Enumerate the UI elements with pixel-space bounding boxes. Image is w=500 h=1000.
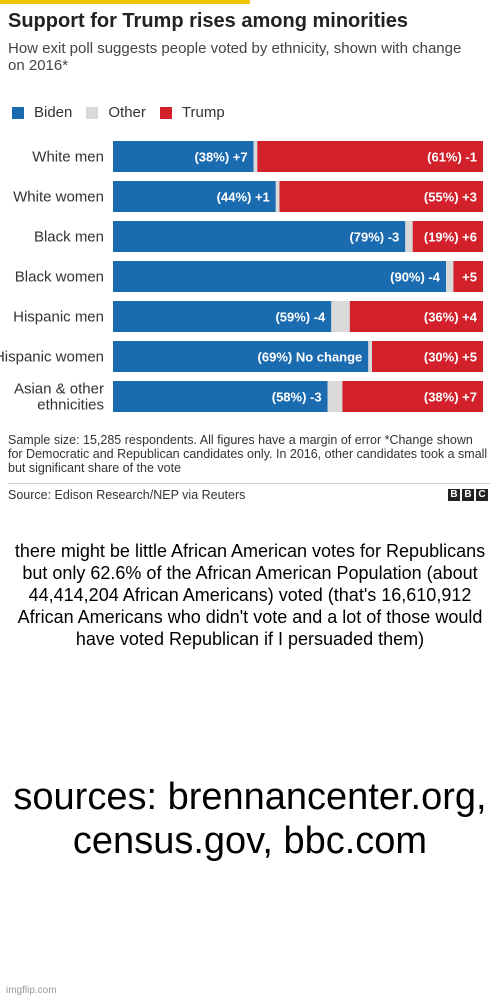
data-label-trump-hispanic-men: (36%) +4 <box>424 310 478 325</box>
bar-trump-white-men <box>257 141 483 172</box>
category-label-white-men: White men <box>32 149 104 166</box>
bar-other-black-men <box>405 221 413 252</box>
bar-trump-hispanic-women <box>372 341 483 372</box>
chart-source: Source: Edison Research/NEP via Reuters <box>8 488 246 502</box>
bar-other-black-women <box>446 261 454 292</box>
data-label-biden-black-men: (79%) -3 <box>349 230 399 245</box>
data-label-trump-black-women: +5 <box>462 270 477 285</box>
watermark: imgflip.com <box>6 985 57 996</box>
legend-item-biden: Biden <box>12 104 72 121</box>
category-label-asian-other-ethnicities: ethnicities <box>37 397 104 414</box>
chart-notes: Sample size: 15,285 respondents. All fig… <box>8 433 488 475</box>
chart-legend: Biden Other Trump <box>12 104 239 121</box>
bar-other-white-men <box>253 141 258 172</box>
meme-sources: sources: brennancenter.org, census.gov, … <box>13 776 487 862</box>
bar-other-asian-other-ethnicities <box>327 381 343 412</box>
data-label-biden-white-men: (38%) +7 <box>194 150 247 165</box>
bar-biden-asian-other-ethnicities <box>113 381 328 412</box>
data-label-trump-hispanic-women: (30%) +5 <box>424 350 477 365</box>
category-label-hispanic-women: Hispanic women <box>0 349 104 366</box>
category-label-asian-other-ethnicities: Asian & other <box>14 381 104 398</box>
bar-trump-black-women <box>453 261 483 292</box>
bar-biden-black-women <box>113 261 446 292</box>
data-label-biden-hispanic-men: (59%) -4 <box>275 310 326 325</box>
legend-swatch-other <box>86 106 99 119</box>
bar-biden-white-men <box>113 141 254 172</box>
stacked-bar-chart: White men (38%) +7 (61%) -1 White women (44%… <box>0 141 483 414</box>
category-label-black-women: Black women <box>15 269 104 286</box>
legend-label-trump: Trump <box>181 104 225 121</box>
accent-line <box>0 0 250 4</box>
divider <box>8 483 490 484</box>
bar-trump-white-women <box>279 181 483 212</box>
data-label-biden-white-women: (44%) +1 <box>217 190 270 205</box>
bar-biden-black-men <box>113 221 406 252</box>
bar-biden-hispanic-men <box>113 301 332 332</box>
bar-other-white-women <box>275 181 280 212</box>
legend-item-trump: Trump <box>159 104 225 121</box>
bar-trump-black-men <box>412 221 483 252</box>
category-label-white-women: White women <box>13 189 104 206</box>
chart-title: Support for Trump rises among minorities <box>8 10 409 32</box>
legend-label-biden: Biden <box>34 104 73 121</box>
bar-trump-hispanic-men <box>349 301 483 332</box>
data-label-trump-black-men: (19%) +6 <box>424 230 477 245</box>
category-label-black-men: Black men <box>34 229 104 246</box>
meme-caption: there might be little African American v… <box>14 541 486 649</box>
data-label-biden-black-women: (90%) -4 <box>390 270 441 285</box>
data-label-trump-white-men: (61%) -1 <box>427 150 477 165</box>
data-label-trump-asian-other-ethnicities: (38%) +7 <box>424 390 477 405</box>
bar-other-hispanic-women <box>368 341 372 372</box>
bbc-logo-letter: C <box>476 489 488 501</box>
legend-label-other: Other <box>108 104 146 121</box>
bar-biden-hispanic-women <box>113 341 369 372</box>
bbc-logo-letter: B <box>462 489 474 501</box>
legend-item-other: Other <box>86 104 146 121</box>
bbc-logo-letter: B <box>448 489 460 501</box>
bar-other-hispanic-men <box>331 301 350 332</box>
bar-biden-white-women <box>113 181 276 212</box>
bar-trump-asian-other-ethnicities <box>342 381 483 412</box>
data-label-biden-asian-other-ethnicities: (58%) -3 <box>272 390 322 405</box>
data-label-trump-white-women: (55%) +3 <box>424 190 477 205</box>
legend-swatch-biden <box>12 106 24 119</box>
bbc-logo: B B C <box>446 489 488 501</box>
data-label-biden-hispanic-women: (69%) No change <box>258 350 363 365</box>
category-label-hispanic-men: Hispanic men <box>13 309 104 326</box>
chart-subtitle: How exit poll suggests people voted by e… <box>8 40 462 74</box>
legend-swatch-trump <box>159 106 172 119</box>
